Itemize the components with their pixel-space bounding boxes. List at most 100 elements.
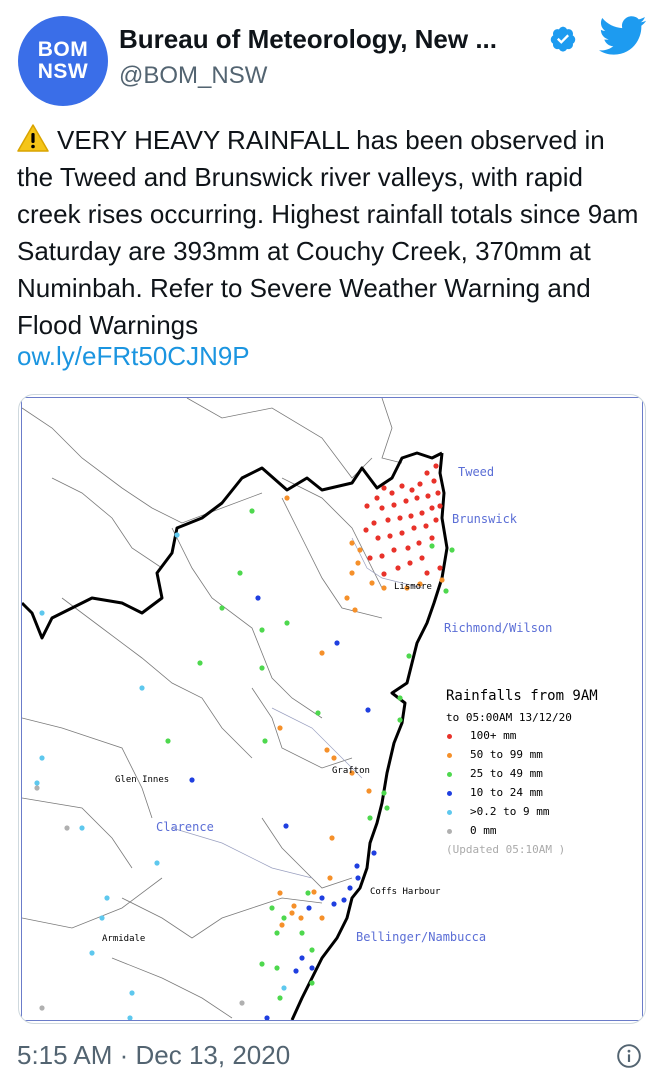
rainfall-station-dot bbox=[39, 610, 45, 616]
rainfall-station-dot bbox=[349, 570, 355, 576]
rainfall-station-dot bbox=[189, 777, 195, 783]
coastline bbox=[290, 452, 449, 1020]
legend-updated: (Updated 05:10AM ) bbox=[446, 843, 566, 856]
tweet-timestamp[interactable]: 5:15 AM · Dec 13, 2020 bbox=[17, 1040, 291, 1070]
map-canvas bbox=[22, 398, 455, 1020]
rainfall-station-dot bbox=[417, 481, 423, 487]
rainfall-station-dot bbox=[371, 520, 377, 526]
rainfall-station-dot bbox=[363, 527, 369, 533]
rainfall-station-dot bbox=[283, 823, 289, 829]
legend-title: Rainfalls from 9AM bbox=[446, 688, 598, 704]
rainfall-station-dot bbox=[154, 860, 160, 866]
region-brunswick: Brunswick bbox=[452, 512, 518, 526]
catchment-boundaries bbox=[22, 398, 403, 1019]
rainfall-station-dot bbox=[284, 620, 290, 626]
legend-swatch bbox=[447, 810, 452, 815]
rainfall-station-dot bbox=[423, 523, 429, 529]
rainfall-station-dot bbox=[437, 503, 443, 509]
rainfall-station-dot bbox=[277, 725, 283, 731]
rainfall-station-dot bbox=[341, 897, 347, 903]
rainfall-station-dot bbox=[284, 495, 290, 501]
rainfall-station-dot bbox=[429, 505, 435, 511]
rainfall-station-dot bbox=[197, 660, 203, 666]
rainfall-station-dot bbox=[391, 502, 397, 508]
rainfall-station-dot bbox=[259, 665, 265, 671]
rainfall-station-dot bbox=[374, 495, 380, 501]
rainfall-station-dot bbox=[399, 530, 405, 536]
rainfall-station-dot bbox=[104, 895, 110, 901]
rainfall-station-dot bbox=[79, 825, 85, 831]
rainfall-dots bbox=[34, 463, 455, 1020]
rainfall-station-dot bbox=[433, 517, 439, 523]
rainfall-station-dot bbox=[367, 815, 373, 821]
rainfall-station-dot bbox=[255, 595, 261, 601]
rainfall-station-dot bbox=[406, 653, 412, 659]
legend-swatch bbox=[447, 829, 452, 834]
rainfall-station-dot bbox=[319, 895, 325, 901]
rainfall-station-dot bbox=[329, 835, 335, 841]
legend-label: >0.2 to 9 mm bbox=[470, 805, 550, 818]
rainfall-station-dot bbox=[391, 547, 397, 553]
legend-swatch bbox=[447, 753, 452, 758]
rainfall-station-dot bbox=[381, 485, 387, 491]
rainfall-station-dot bbox=[306, 905, 312, 911]
rainfall-station-dot bbox=[305, 890, 311, 896]
rainfall-station-dot bbox=[435, 490, 441, 496]
info-icon[interactable] bbox=[616, 1043, 642, 1069]
rainfall-station-dot bbox=[424, 470, 430, 476]
rainfall-station-dot bbox=[414, 495, 420, 501]
rainfall-station-dot bbox=[429, 543, 435, 549]
region-bellinger: Bellinger/Nambucca bbox=[356, 930, 487, 944]
town-armidale: Armidale bbox=[102, 934, 146, 944]
rainfall-station-dot bbox=[355, 875, 361, 881]
rainfall-station-dot bbox=[419, 555, 425, 561]
rainfall-station-dot bbox=[357, 547, 363, 553]
legend-label: 50 to 99 mm bbox=[470, 748, 543, 761]
rainfall-station-dot bbox=[289, 910, 295, 916]
rainfall-map-image[interactable]: Tweed Brunswick Richmond/Wilson Clarence… bbox=[18, 394, 646, 1024]
rainfall-station-dot bbox=[371, 850, 377, 856]
rainfall-station-dot bbox=[127, 1015, 133, 1020]
rainfall-station-dot bbox=[385, 517, 391, 523]
rainfall-station-dot bbox=[344, 595, 350, 601]
rainfall-station-dot bbox=[34, 785, 40, 791]
rainfall-station-dot bbox=[334, 640, 340, 646]
rainfall-station-dot bbox=[369, 580, 375, 586]
rainfall-station-dot bbox=[409, 487, 415, 493]
rainfall-station-dot bbox=[274, 965, 280, 971]
tweet-text: VERY HEAVY RAINFALL has been observed in… bbox=[17, 122, 647, 344]
rainfall-station-dot bbox=[129, 990, 135, 996]
rainfall-station-dot bbox=[299, 930, 305, 936]
rainfall-station-dot bbox=[309, 965, 315, 971]
legend-subtitle: to 05:00AM 13/12/20 bbox=[446, 711, 572, 724]
rainfall-station-dot bbox=[431, 478, 437, 484]
rainfall-station-dot bbox=[352, 607, 358, 613]
rainfall-station-dot bbox=[433, 463, 439, 469]
region-tweed: Tweed bbox=[458, 465, 495, 479]
rainfall-station-dot bbox=[419, 510, 425, 516]
twitter-bird-icon[interactable] bbox=[598, 16, 648, 56]
legend-label: 10 to 24 mm bbox=[470, 786, 543, 799]
avatar[interactable]: BOM NSW bbox=[18, 16, 108, 106]
account-name[interactable]: Bureau of Meteorology, New ... bbox=[119, 24, 498, 54]
region-richmond: Richmond/Wilson bbox=[444, 621, 553, 635]
rainfall-station-dot bbox=[429, 535, 435, 541]
rainfall-station-dot bbox=[379, 505, 385, 511]
tweet-link[interactable]: ow.ly/eFRt50CJN9P bbox=[17, 341, 250, 371]
town-grafton: Grafton bbox=[332, 766, 370, 776]
account-handle[interactable]: @BOM_NSW bbox=[119, 62, 268, 89]
rainfall-station-dot bbox=[417, 581, 423, 587]
rainfall-station-dot bbox=[64, 825, 70, 831]
rainfall-station-dot bbox=[395, 565, 401, 571]
rivers bbox=[171, 537, 423, 879]
tweet-body: VERY HEAVY RAINFALL has been observed in… bbox=[17, 125, 639, 340]
rainfall-station-dot bbox=[397, 695, 403, 701]
rainfall-station-dot bbox=[404, 585, 410, 591]
rainfall-station-dot bbox=[381, 790, 387, 796]
rainfall-station-dot bbox=[39, 755, 45, 761]
rainfall-station-dot bbox=[367, 555, 373, 561]
legend-swatch bbox=[447, 734, 452, 739]
rainfall-station-dot bbox=[375, 535, 381, 541]
rainfall-station-dot bbox=[331, 755, 337, 761]
rainfall-station-dot bbox=[315, 710, 321, 716]
